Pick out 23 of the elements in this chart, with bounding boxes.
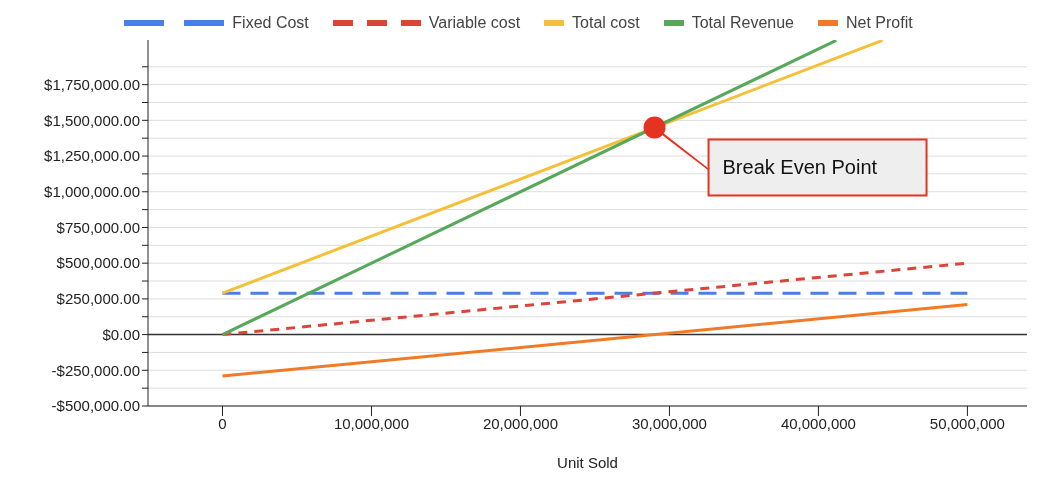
y-tick-label: $1,500,000.00 <box>44 111 140 129</box>
legend-label: Total cost <box>572 14 640 32</box>
y-tick-label: $1,250,000.00 <box>44 147 140 165</box>
x-tick-label: 10,000,000 <box>333 414 410 432</box>
x-tick-label: 50,000,000 <box>929 414 1005 432</box>
y-tick-label: $500,000.00 <box>56 254 140 272</box>
x-tick-label: 0 <box>218 414 227 432</box>
y-tick-label: $1,750,000.00 <box>44 75 140 93</box>
y-tick-label: $1,000,000.00 <box>44 183 140 201</box>
legend-label: Fixed Cost <box>232 14 309 32</box>
x-tick-label: 20,000,000 <box>482 414 558 432</box>
legend-label: Net Profit <box>845 14 913 32</box>
legend-label: Variable cost <box>428 14 521 32</box>
x-tick-label: 30,000,000 <box>631 414 707 432</box>
annotation: Break Even Point <box>722 156 878 179</box>
x-axis-title: Unit Sold <box>557 454 618 471</box>
y-tick-label: $0.00 <box>102 325 140 343</box>
y-tick-label: -$250,000.00 <box>51 361 140 379</box>
x-tick-label: 40,000,000 <box>780 414 856 432</box>
y-tick-label: -$500,000.00 <box>51 397 140 415</box>
y-tick-label: $250,000.00 <box>56 290 140 308</box>
legend-label: Total Revenue <box>691 14 794 32</box>
y-tick-label: $750,000.00 <box>56 218 140 236</box>
